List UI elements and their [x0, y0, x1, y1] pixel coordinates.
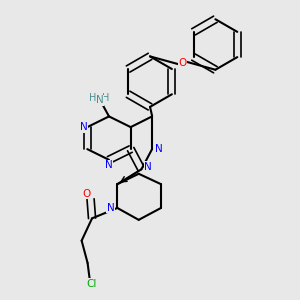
Text: N: N [107, 203, 115, 213]
Text: H: H [102, 93, 109, 103]
Text: O: O [83, 189, 91, 199]
Text: H: H [89, 93, 96, 103]
Text: O: O [178, 58, 187, 68]
Text: N: N [155, 144, 163, 154]
Text: N: N [80, 122, 87, 132]
Text: Cl: Cl [86, 279, 97, 289]
Text: N: N [96, 95, 104, 105]
Text: N: N [105, 160, 113, 170]
Text: N: N [144, 162, 152, 172]
